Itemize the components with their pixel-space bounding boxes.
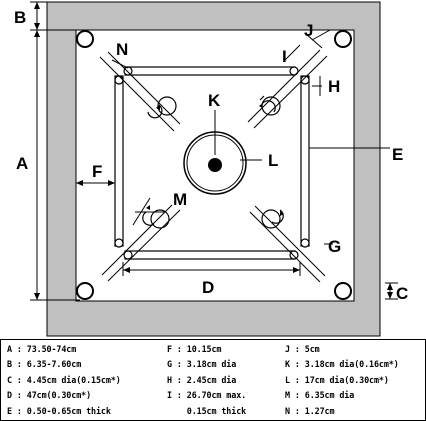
legend-d: D : 47cm(0.30cm*) bbox=[7, 390, 92, 401]
carrom-board-diagram: B A F N K L I J H E M G D C bbox=[14, 1, 408, 337]
label-h: H bbox=[328, 77, 340, 96]
corner-pocket-bottom-left bbox=[76, 282, 94, 300]
legend-e: E : 0.50-0.65cm thick bbox=[7, 405, 111, 416]
label-k: K bbox=[208, 91, 221, 110]
legend-n: N : 1.27cm bbox=[285, 405, 335, 416]
label-l: L bbox=[268, 151, 278, 170]
arrow-arcs bbox=[142, 95, 284, 226]
corner-pocket-top-left bbox=[76, 30, 94, 48]
legend-c: C : 4.45cm dia(0.15cm*) bbox=[7, 374, 121, 385]
label-a: A bbox=[16, 154, 28, 173]
legend-j: J : 5cm bbox=[285, 344, 320, 354]
label-b: B bbox=[14, 8, 26, 27]
corner-pocket-top-right bbox=[334, 30, 352, 48]
legend-m: M : 6.35cm dia bbox=[285, 390, 355, 401]
label-j: J bbox=[304, 21, 313, 40]
legend-h: H : 2.45cm dia bbox=[167, 374, 237, 385]
dimension-arrowheads bbox=[34, 2, 393, 300]
legend-grid: A : 73.50-74cm F : 10.15cm J : 5cm B : 6… bbox=[1, 340, 425, 420]
legend-l: L : 17cm dia(0.30cm*) bbox=[285, 374, 389, 385]
label-e: E bbox=[392, 145, 403, 164]
base-circles bbox=[114, 66, 310, 260]
legend-i: I : 26.70cm max. bbox=[167, 390, 247, 401]
legend-g: G : 3.18cm dia bbox=[167, 359, 237, 370]
legend-i-thickness: 0.15cm thick bbox=[167, 405, 247, 416]
corner-pocket-bottom-right bbox=[334, 282, 352, 300]
dimension-lines bbox=[30, 1, 398, 301]
legend-table: A : 73.50-74cm F : 10.15cm J : 5cm B : 6… bbox=[0, 339, 426, 421]
label-d: D bbox=[202, 278, 214, 297]
legend-b: B : 6.35-7.60cm bbox=[7, 359, 82, 370]
diagonal-end-circles bbox=[150, 96, 281, 229]
label-g: G bbox=[328, 237, 341, 256]
label-f: F bbox=[92, 162, 102, 181]
legend-k: K : 3.18cm dia(0.16cm*) bbox=[285, 359, 399, 370]
label-m: M bbox=[173, 190, 187, 209]
label-c: C bbox=[396, 284, 408, 303]
legend-a: A : 73.50-74cm bbox=[7, 344, 77, 354]
label-n: N bbox=[116, 40, 128, 59]
legend-f: F : 10.15cm bbox=[167, 344, 222, 354]
centre-dot bbox=[208, 158, 222, 172]
label-i: I bbox=[282, 47, 287, 66]
